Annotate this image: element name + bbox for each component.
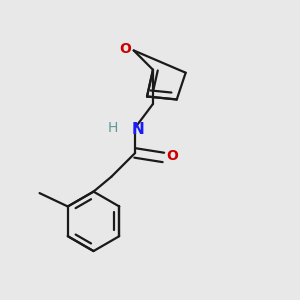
Text: H: H bbox=[108, 121, 118, 135]
Text: O: O bbox=[166, 149, 178, 163]
Text: N: N bbox=[132, 122, 145, 137]
Text: O: O bbox=[119, 42, 131, 56]
